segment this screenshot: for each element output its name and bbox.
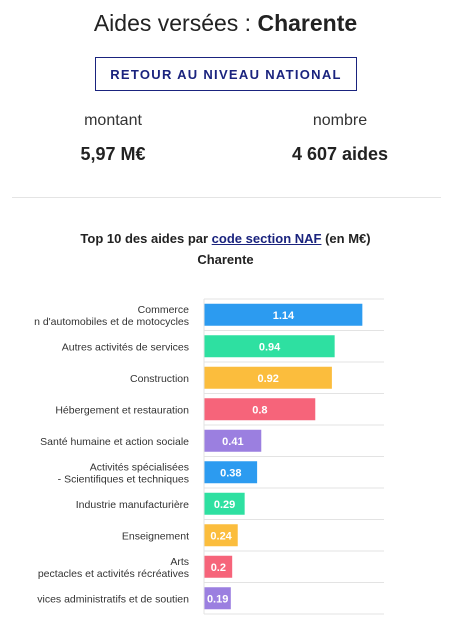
count-value: 4 607 aides: [291, 144, 389, 164]
bar[interactable]: [204, 366, 332, 389]
category-label: Hébergement et restauration: [55, 404, 189, 416]
bar[interactable]: [204, 335, 335, 358]
page-title: Aides versées : Charente: [0, 10, 451, 37]
chart-title: Top 10 des aides par code section NAF (e…: [0, 228, 451, 270]
category-label: Commerce n d'automobiles et de motocycles: [34, 304, 189, 328]
count-stat: nombre 4 607 aides: [240, 112, 440, 165]
title-prefix: Aides versées :: [93, 10, 252, 36]
bar-value-label: 0.8: [252, 404, 267, 416]
chart-subtitle: Charente: [197, 252, 254, 267]
bar[interactable]: [204, 398, 316, 421]
bar-value-label: 0.24: [210, 530, 232, 542]
bar-value-label: 0.19: [207, 593, 228, 605]
bar[interactable]: [204, 303, 363, 326]
category-label: Activités spécialisées - Scientifiques et…: [58, 461, 189, 485]
category-label: Autres activités de services: [62, 341, 189, 353]
category-label: Santé humaine et action sociale: [40, 436, 189, 448]
bar[interactable]: [204, 524, 238, 547]
bar-value-label: 1.14: [273, 310, 295, 322]
bar[interactable]: [204, 492, 245, 515]
bar-value-label: 0.38: [220, 467, 241, 479]
category-label: vices administratifs et de soutien: [37, 593, 189, 605]
chart-title-suffix: (en M€): [325, 231, 371, 246]
bar[interactable]: [204, 429, 262, 452]
divider: [12, 197, 441, 198]
title-region: Charente: [257, 10, 358, 36]
bar-value-label: 0.2: [211, 562, 226, 574]
amount-label: montant: [84, 112, 142, 129]
bar-value-label: 0.41: [222, 436, 243, 448]
bar-value-label: 0.92: [257, 373, 278, 385]
chart-title-prefix: Top 10 des aides par: [80, 231, 209, 246]
amount-value: 5,97 M€: [80, 144, 146, 164]
bar[interactable]: [204, 555, 233, 578]
category-label: Industrie manufacturière: [76, 499, 189, 511]
naf-section-link[interactable]: code section NAF: [211, 231, 322, 246]
count-label: nombre: [312, 112, 368, 129]
amount-stat: montant 5,97 M€: [13, 112, 213, 165]
back-to-national-button[interactable]: RETOUR AU NIVEAU NATIONAL: [95, 57, 357, 91]
category-label: Arts pectacles et activités récréatives: [38, 556, 189, 580]
bar[interactable]: [204, 461, 258, 484]
bar-value-label: 0.94: [259, 341, 281, 353]
category-label: Enseignement: [122, 530, 189, 542]
bar-value-label: 0.29: [214, 499, 235, 511]
bar-chart: 1.14 Commerce n d'automobiles et de motocy…: [34, 298, 384, 615]
bar[interactable]: [204, 587, 231, 610]
category-label: Construction: [130, 373, 189, 385]
